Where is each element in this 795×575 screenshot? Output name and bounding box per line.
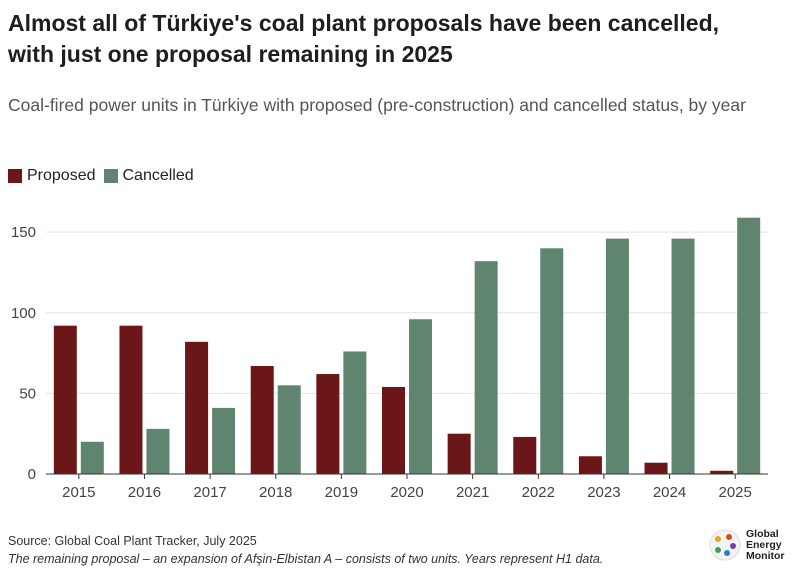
bar-proposed-2016	[119, 325, 143, 474]
y-tick-label: 0	[28, 466, 36, 483]
x-tick-label: 2021	[456, 484, 489, 501]
logo-line-1: Global	[746, 527, 779, 540]
x-tick-label: 2016	[128, 484, 161, 501]
logo-line-3: Monitor	[746, 549, 785, 562]
bar-chart: 0 50 100 150 2015 2016 2017 2018 2019 2020 2021 202…	[11, 217, 768, 501]
bar-cancelled-2016	[146, 428, 170, 474]
y-tick-label: 150	[11, 224, 36, 241]
bar-cancelled-2015	[80, 441, 104, 474]
legend: Proposed Cancelled	[8, 167, 202, 185]
bar-proposed-2024	[644, 462, 668, 474]
gem-logo: Global Energy Monitor	[708, 528, 785, 562]
bar-cancelled-2024	[671, 238, 695, 474]
chart-title: Almost all of Türkiye's coal plant propo…	[8, 10, 720, 67]
x-tick-label: 2017	[193, 484, 226, 501]
legend-item-proposed: Proposed	[8, 167, 96, 185]
bar-proposed-2019	[316, 374, 340, 474]
legend-label-proposed: Proposed	[27, 167, 96, 184]
legend-swatch-cancelled	[103, 169, 118, 183]
bar-cancelled-2025	[737, 217, 761, 474]
x-tick-label: 2023	[587, 484, 620, 501]
note-text: The remaining proposal – an expansion of…	[8, 552, 604, 566]
x-tick-label: 2015	[62, 484, 95, 501]
bar-cancelled-2019	[343, 351, 367, 474]
bar-cancelled-2021	[474, 261, 498, 474]
y-tick-label: 100	[11, 305, 36, 322]
bar-proposed-2023	[578, 456, 602, 474]
bar-proposed-2025	[710, 470, 734, 474]
y-tick-label: 50	[19, 385, 36, 402]
source-text: Source: Global Coal Plant Tracker, July …	[8, 534, 257, 548]
legend-label-cancelled: Cancelled	[122, 167, 194, 184]
chart-subtitle: Coal-fired power units in Türkiye with p…	[8, 95, 746, 115]
x-tick-label: 2018	[259, 484, 292, 501]
logo-text: Global Energy Monitor	[746, 527, 785, 562]
bar-cancelled-2017	[212, 407, 236, 474]
bar-proposed-2018	[250, 365, 274, 474]
logo-line-2: Energy	[746, 538, 782, 551]
x-tick-label: 2025	[718, 484, 751, 501]
bar-cancelled-2022	[540, 248, 564, 474]
x-tick-label: 2022	[522, 484, 555, 501]
legend-item-cancelled: Cancelled	[103, 167, 194, 185]
bar-proposed-2015	[53, 325, 77, 474]
globe-icon	[709, 529, 741, 561]
bar-cancelled-2018	[277, 385, 301, 474]
bar-proposed-2017	[185, 341, 209, 474]
bar-proposed-2022	[513, 436, 537, 474]
bar-cancelled-2023	[605, 238, 629, 474]
x-tick-label: 2024	[653, 484, 686, 501]
x-tick-label: 2020	[390, 484, 423, 501]
bar-cancelled-2020	[409, 319, 432, 474]
bar-proposed-2021	[447, 433, 471, 474]
legend-swatch-proposed	[8, 169, 22, 183]
bar-proposed-2020	[382, 386, 405, 474]
footer: Source: Global Coal Plant Tracker, July …	[8, 532, 603, 568]
x-tick-label: 2019	[325, 484, 358, 501]
